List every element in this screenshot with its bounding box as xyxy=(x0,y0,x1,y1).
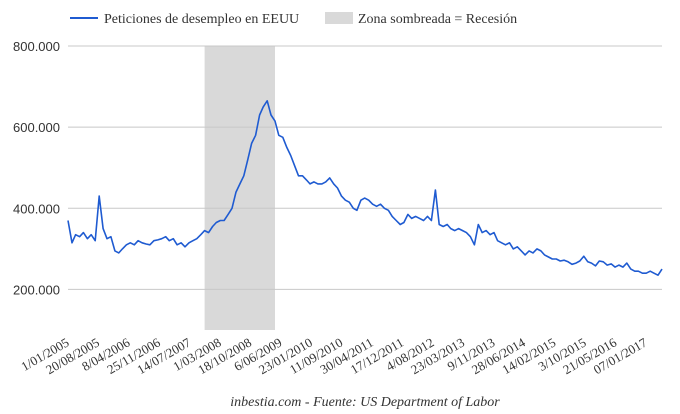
series-line xyxy=(67,100,663,276)
plot-area: 800.000600.000400.000200.0001/01/200520/… xyxy=(13,39,663,377)
source-note: inbestia.com - Fuente: US Department of … xyxy=(230,395,500,410)
legend-recession-swatch xyxy=(325,12,353,24)
legend: Peticiones de desempleo en EEUU Zona som… xyxy=(70,12,517,27)
recession-band xyxy=(204,46,275,330)
legend-series-label: Peticiones de desempleo en EEUU xyxy=(104,12,299,27)
y-tick-label: 400.000 xyxy=(13,201,60,216)
legend-recession-label: Zona sombreada = Recesión xyxy=(358,12,517,27)
y-tick-label: 800.000 xyxy=(13,39,60,54)
y-tick-label: 600.000 xyxy=(13,120,60,135)
y-tick-label: 200.000 xyxy=(13,282,60,297)
